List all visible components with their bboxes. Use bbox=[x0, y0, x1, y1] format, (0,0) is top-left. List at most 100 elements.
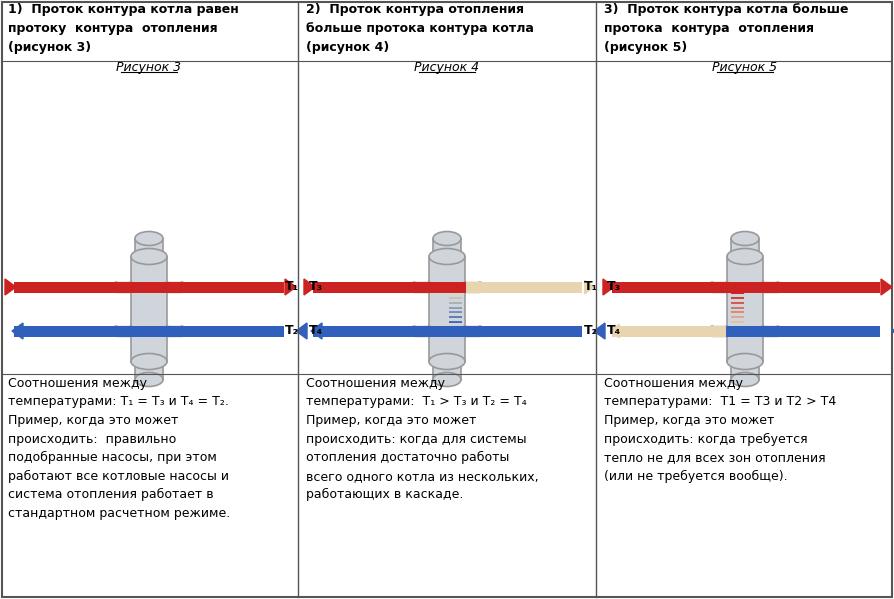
Bar bbox=[763, 326, 778, 336]
Bar bbox=[612, 325, 726, 337]
Bar bbox=[167, 282, 182, 292]
Polygon shape bbox=[603, 279, 614, 295]
Text: T₁: T₁ bbox=[285, 280, 299, 294]
Bar bbox=[433, 362, 461, 380]
Ellipse shape bbox=[433, 373, 461, 386]
Ellipse shape bbox=[477, 326, 484, 336]
Text: (рисунок 4): (рисунок 4) bbox=[306, 41, 389, 54]
Polygon shape bbox=[12, 323, 23, 339]
Bar bbox=[14, 325, 284, 337]
Ellipse shape bbox=[426, 326, 433, 336]
Text: 3)  Проток контура котла больше: 3) Проток контура котла больше bbox=[604, 3, 848, 16]
Bar bbox=[131, 256, 167, 362]
Text: 2)  Проток контура отопления: 2) Проток контура отопления bbox=[306, 3, 524, 16]
Bar bbox=[726, 325, 880, 337]
Ellipse shape bbox=[429, 353, 465, 370]
Text: Рисунок 4: Рисунок 4 bbox=[415, 61, 479, 74]
Polygon shape bbox=[610, 324, 620, 338]
Ellipse shape bbox=[731, 231, 759, 246]
Polygon shape bbox=[304, 279, 315, 295]
Bar bbox=[466, 282, 582, 292]
Bar bbox=[116, 282, 131, 292]
Bar bbox=[712, 282, 727, 292]
Ellipse shape bbox=[135, 373, 163, 386]
Bar bbox=[763, 282, 778, 292]
Text: T₁: T₁ bbox=[584, 280, 598, 294]
Ellipse shape bbox=[179, 326, 185, 336]
Text: T₄: T₄ bbox=[607, 325, 621, 337]
Ellipse shape bbox=[774, 282, 781, 292]
Bar bbox=[731, 362, 759, 380]
Ellipse shape bbox=[461, 282, 468, 292]
Bar bbox=[727, 256, 763, 362]
Text: Соотношения между
температурами:  T₁ > T₃ и T₂ = T₄
Пример, когда это может
прои: Соотношения между температурами: T₁ > T₃… bbox=[306, 377, 538, 501]
Ellipse shape bbox=[128, 326, 134, 336]
Ellipse shape bbox=[709, 282, 715, 292]
Ellipse shape bbox=[760, 282, 766, 292]
Bar bbox=[465, 326, 480, 336]
Ellipse shape bbox=[113, 326, 120, 336]
Ellipse shape bbox=[135, 231, 163, 246]
Text: Рисунок 5: Рисунок 5 bbox=[713, 61, 778, 74]
Text: протоку  контура  отопления: протоку контура отопления bbox=[8, 22, 217, 35]
Text: T₄: T₄ bbox=[309, 325, 323, 337]
Bar bbox=[14, 282, 284, 292]
Bar bbox=[731, 238, 759, 256]
Text: T₂: T₂ bbox=[285, 325, 299, 337]
Text: T₃: T₃ bbox=[309, 280, 323, 294]
Text: (рисунок 3): (рисунок 3) bbox=[8, 41, 91, 54]
Bar bbox=[167, 326, 182, 336]
Ellipse shape bbox=[410, 326, 417, 336]
Text: 1)  Проток контура котла равен: 1) Проток контура котла равен bbox=[8, 3, 239, 16]
Polygon shape bbox=[892, 323, 894, 339]
Bar bbox=[712, 326, 727, 336]
Bar bbox=[116, 326, 131, 336]
Ellipse shape bbox=[731, 373, 759, 386]
Polygon shape bbox=[311, 323, 322, 339]
Bar bbox=[465, 282, 480, 292]
Polygon shape bbox=[881, 279, 892, 295]
Ellipse shape bbox=[164, 282, 171, 292]
Ellipse shape bbox=[429, 249, 465, 265]
Bar bbox=[313, 282, 466, 292]
Text: T₃: T₃ bbox=[607, 280, 621, 294]
Ellipse shape bbox=[760, 326, 766, 336]
Ellipse shape bbox=[113, 282, 120, 292]
Ellipse shape bbox=[179, 282, 185, 292]
Text: (рисунок 5): (рисунок 5) bbox=[604, 41, 687, 54]
Polygon shape bbox=[585, 280, 594, 294]
Ellipse shape bbox=[723, 326, 730, 336]
Bar bbox=[433, 238, 461, 256]
Text: протока  контура  отопления: протока контура отопления bbox=[604, 22, 814, 35]
Bar bbox=[414, 282, 429, 292]
Text: Соотношения между
температурами:  T1 = T3 и T2 > T4
Пример, когда это может
прои: Соотношения между температурами: T1 = T3… bbox=[604, 377, 836, 483]
Bar bbox=[429, 256, 465, 362]
Ellipse shape bbox=[727, 353, 763, 370]
Bar bbox=[414, 326, 429, 336]
Ellipse shape bbox=[477, 282, 484, 292]
Ellipse shape bbox=[461, 326, 468, 336]
Ellipse shape bbox=[131, 353, 167, 370]
Ellipse shape bbox=[128, 282, 134, 292]
Polygon shape bbox=[285, 279, 296, 295]
Text: Рисунок 3: Рисунок 3 bbox=[116, 61, 181, 74]
Text: T₂: T₂ bbox=[584, 325, 598, 337]
Bar bbox=[313, 325, 582, 337]
Text: больше протока контура котла: больше протока контура котла bbox=[306, 22, 534, 35]
Bar bbox=[135, 238, 163, 256]
Polygon shape bbox=[594, 323, 605, 339]
Ellipse shape bbox=[774, 326, 781, 336]
Ellipse shape bbox=[131, 249, 167, 265]
Ellipse shape bbox=[709, 326, 715, 336]
Ellipse shape bbox=[410, 282, 417, 292]
Bar bbox=[135, 362, 163, 380]
Ellipse shape bbox=[727, 249, 763, 265]
Polygon shape bbox=[296, 323, 307, 339]
Ellipse shape bbox=[433, 231, 461, 246]
Polygon shape bbox=[5, 279, 16, 295]
Ellipse shape bbox=[164, 326, 171, 336]
Text: Соотношения между
температурами: T₁ = T₃ и T₄ = T₂.
Пример, когда это может
прои: Соотношения между температурами: T₁ = T₃… bbox=[8, 377, 231, 520]
Ellipse shape bbox=[723, 282, 730, 292]
Ellipse shape bbox=[426, 282, 433, 292]
Bar bbox=[612, 282, 880, 292]
